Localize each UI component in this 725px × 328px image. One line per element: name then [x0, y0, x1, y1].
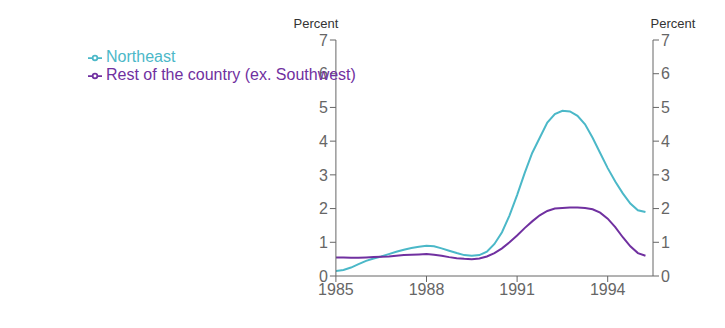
svg-text:7: 7	[319, 32, 328, 49]
svg-text:3: 3	[661, 167, 670, 184]
svg-text:3: 3	[319, 167, 328, 184]
svg-text:0: 0	[319, 268, 328, 285]
svg-text:1991: 1991	[499, 281, 535, 298]
svg-text:Percent: Percent	[293, 16, 338, 31]
svg-text:7: 7	[661, 32, 670, 49]
svg-text:1994: 1994	[590, 281, 626, 298]
svg-text:0: 0	[661, 268, 670, 285]
svg-text:5: 5	[319, 99, 328, 116]
svg-text:6: 6	[661, 65, 670, 82]
svg-text:5: 5	[661, 99, 670, 116]
svg-text:1988: 1988	[409, 281, 445, 298]
svg-text:6: 6	[319, 65, 328, 82]
svg-text:4: 4	[661, 133, 670, 150]
svg-text:1: 1	[661, 234, 670, 251]
svg-text:Percent: Percent	[651, 16, 696, 31]
svg-text:2: 2	[661, 200, 670, 217]
svg-text:1: 1	[319, 234, 328, 251]
svg-text:4: 4	[319, 133, 328, 150]
svg-text:2: 2	[319, 200, 328, 217]
